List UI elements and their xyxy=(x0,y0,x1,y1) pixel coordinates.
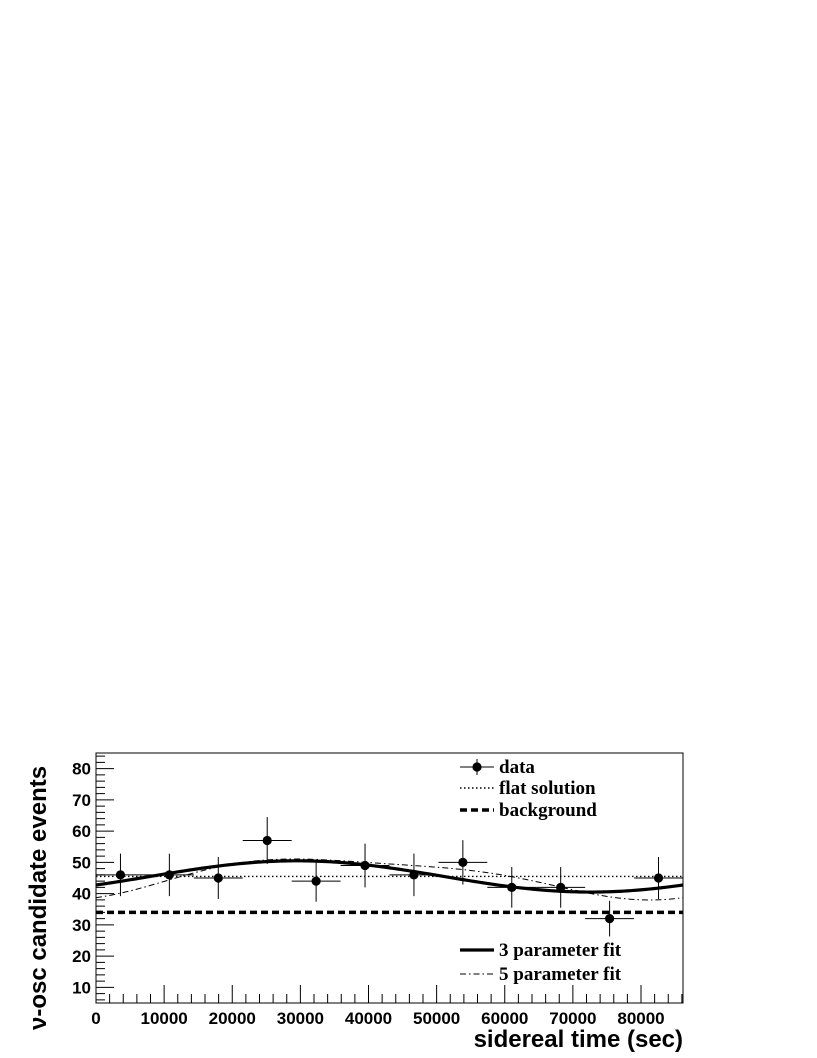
data-point xyxy=(556,882,566,892)
y-tick-label: 50 xyxy=(72,853,91,872)
y-tick-label: 70 xyxy=(72,791,91,810)
data-point-group xyxy=(193,857,243,899)
fit-curves xyxy=(95,858,684,901)
legend-entry: flat solution xyxy=(460,778,596,799)
y-axis-label: ν-osc candidate events xyxy=(25,766,52,1030)
data-point-group xyxy=(634,857,683,899)
x-tick-label: 30000 xyxy=(277,1009,324,1028)
y-tick-label: 60 xyxy=(72,822,91,841)
data-point-group xyxy=(340,843,390,888)
three-parameter-fit-curve xyxy=(95,859,684,894)
legend-label: 5 parameter fit xyxy=(499,964,622,985)
data-point xyxy=(507,882,517,892)
legend-label: flat solution xyxy=(499,778,596,799)
data-point-group xyxy=(96,853,145,897)
data-point-group xyxy=(144,853,194,897)
five-parameter-fit-curve xyxy=(95,858,684,901)
data-point-group xyxy=(438,840,488,885)
x-tick-label: 20000 xyxy=(209,1009,256,1028)
data-point xyxy=(653,873,664,883)
legend-label: background xyxy=(499,800,597,821)
x-tick-label: 70000 xyxy=(549,1009,596,1028)
y-tick-label: 30 xyxy=(72,916,91,935)
x-tick-label: 80000 xyxy=(617,1009,664,1028)
data-point xyxy=(164,870,174,880)
axis-ticks: 10 20 30 40 50 60 70 80 0 10000 20000 30000 40000 500… xyxy=(72,755,683,1028)
y-tick-label: 40 xyxy=(72,885,91,904)
reference-lines xyxy=(96,875,683,915)
data-point xyxy=(458,857,468,867)
data-point-group xyxy=(487,867,537,908)
legend-entry: 5 parameter fit xyxy=(460,964,622,985)
data-point xyxy=(360,860,370,871)
legend-entry: 3 parameter fit xyxy=(460,940,622,961)
x-axis-label: sidereal time (sec) xyxy=(474,1026,683,1053)
x-tick-label: 60000 xyxy=(481,1009,528,1028)
data-point xyxy=(409,870,419,880)
data-point xyxy=(262,835,272,846)
y-tick-label: 10 xyxy=(72,978,91,997)
axis-labels: sidereal time (sec) ν-osc candidate even… xyxy=(25,766,683,1053)
legend-label: 3 parameter fit xyxy=(499,940,622,961)
legend-label: data xyxy=(499,757,535,778)
x-tick-label: 0 xyxy=(91,1009,100,1028)
legend-entry: background xyxy=(460,800,597,821)
data-point xyxy=(311,876,321,886)
data-point xyxy=(213,873,223,883)
data-point-group xyxy=(389,853,439,897)
data-point-group xyxy=(585,900,635,937)
data-points xyxy=(96,817,683,937)
data-point xyxy=(115,870,126,880)
y-tick-label: 80 xyxy=(72,760,91,779)
legend-data-marker xyxy=(472,762,482,772)
x-tick-label: 40000 xyxy=(345,1009,392,1028)
x-tick-label: 50000 xyxy=(413,1009,460,1028)
y-tick-label: 20 xyxy=(72,947,91,966)
data-point-group xyxy=(242,817,292,864)
data-point-group xyxy=(291,860,341,902)
x-tick-label: 10000 xyxy=(140,1009,187,1028)
data-point-group xyxy=(536,867,586,908)
legend-entry: data xyxy=(460,757,535,778)
data-point xyxy=(605,914,615,924)
plot-frame xyxy=(95,752,684,1004)
plot-border xyxy=(95,752,684,1004)
